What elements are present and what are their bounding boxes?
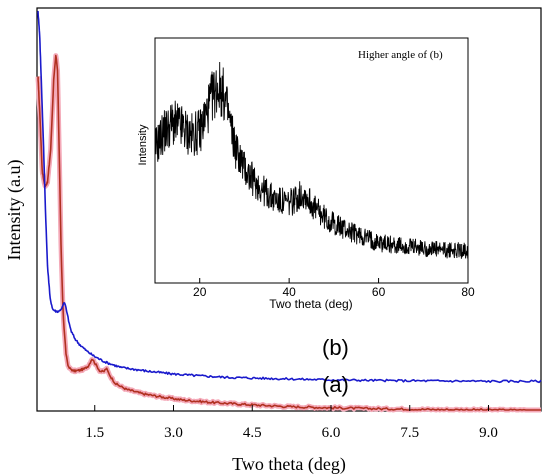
series-a-line (37, 54, 541, 411)
curve-label-b: (b) (322, 335, 349, 360)
inset-x-tick-label: 40 (282, 285, 296, 299)
inset-x-tick-label: 60 (372, 285, 386, 299)
curve-label-a: (a) (322, 372, 349, 397)
main-x-tick-label: 1.5 (85, 425, 104, 441)
main-x-tick-label: 6.0 (322, 425, 341, 441)
main-x-tick-label: 7.5 (400, 425, 419, 441)
main-y-axis-label: Intensity (a.u) (4, 160, 25, 261)
inset-x-tick-label: 80 (461, 285, 475, 299)
inset-curve (154, 61, 469, 259)
main-x-axis-label: Two theta (deg) (232, 454, 346, 475)
main-plot-frame (36, 7, 542, 412)
inset-y-axis-label: Intensity (137, 124, 149, 165)
inset-series-line (154, 61, 469, 259)
inset-x-axis-label: Two theta (deg) (269, 297, 352, 311)
inset-x-ticks: 20 40 60 80 (193, 278, 475, 299)
series-b-line (37, 10, 542, 384)
main-x-tick-label: 9.0 (479, 425, 498, 441)
main-curves (35, 10, 542, 413)
inset-title: Higher angle of (b) (358, 49, 443, 61)
main-x-ticks: 1.5 3.0 4.5 6.0 7.5 9.0 (85, 405, 498, 441)
main-x-tick-label: 3.0 (164, 425, 183, 441)
main-x-tick-label: 4.5 (243, 425, 262, 441)
inset-x-tick-label: 20 (193, 285, 207, 299)
